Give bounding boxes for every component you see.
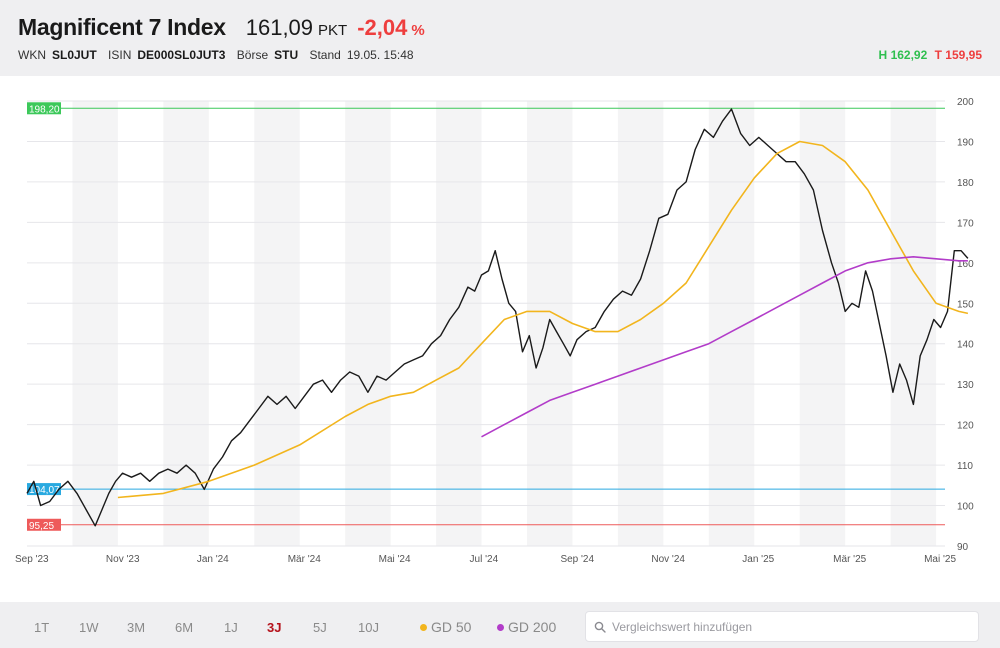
month-band	[345, 101, 391, 546]
wkn-value: SL0JUT	[52, 48, 97, 62]
level-label: 104,07	[29, 485, 60, 496]
high-label: H	[878, 48, 888, 62]
y-tick-label: 190	[957, 137, 974, 148]
range-6m[interactable]: 6M	[175, 620, 194, 635]
level-badge	[27, 518, 61, 531]
range-1t[interactable]: 1T	[34, 620, 50, 635]
isin-label: ISIN	[108, 48, 132, 62]
y-tick-label: 100	[957, 502, 974, 513]
range-5j[interactable]: 5J	[313, 620, 327, 635]
legend-gd200-label: GD 200	[508, 619, 557, 635]
low-label: T	[934, 48, 942, 62]
price-change: -2,04	[357, 15, 408, 40]
gd50-dot-icon	[420, 624, 427, 631]
x-tick-label: Sep '23	[15, 554, 49, 565]
x-tick-label: Nov '23	[106, 554, 140, 565]
page-title: Magnificent 7 Index	[18, 14, 226, 40]
x-tick-label: Jul '24	[470, 554, 499, 565]
isin-value: DE000SL0JUT3	[137, 48, 226, 62]
x-tick-label: Mär '24	[288, 554, 321, 565]
month-band	[527, 101, 573, 546]
legend-gd50-label: GD 50	[431, 619, 472, 635]
wkn-label: WKN	[18, 48, 46, 62]
stand-label: Stand	[309, 48, 341, 62]
instrument-meta: WKN SL0JUT ISIN DE000SL0JUT3 Börse STU Stan…	[18, 48, 420, 62]
range-3m[interactable]: 3M	[127, 620, 146, 635]
search-icon	[594, 621, 606, 633]
y-tick-label: 160	[957, 259, 974, 270]
y-tick-label: 200	[957, 97, 974, 108]
x-tick-label: Sep '24	[560, 554, 594, 565]
range-10j[interactable]: 10J	[358, 620, 379, 635]
month-band	[617, 101, 664, 546]
compare-search-input[interactable]	[612, 618, 962, 636]
month-band	[890, 101, 937, 546]
gd200-line	[481, 256, 968, 438]
gd50-line	[117, 140, 969, 499]
chart-area[interactable]: 90 100 110 120 130 140 150 160 170 180 190 200 Sep '…	[0, 76, 1000, 602]
current-price: 161,09	[245, 15, 314, 40]
y-tick-label: 180	[957, 178, 974, 189]
high-value: 162,92	[890, 48, 928, 62]
range-1w[interactable]: 1W	[79, 620, 99, 635]
x-tick-label: Jan '25	[742, 554, 774, 565]
y-tick-label: 140	[957, 340, 974, 351]
price-change-unit: %	[411, 22, 425, 39]
level-badge	[27, 102, 61, 115]
y-tick-label: 130	[957, 380, 974, 391]
month-band	[799, 101, 846, 546]
month-band	[254, 101, 300, 546]
compare-search[interactable]	[585, 611, 979, 642]
level-label: 198,20	[29, 104, 60, 115]
title-row: Magnificent 7 Index 161,09 PKT -2,04 %	[18, 14, 425, 41]
stand-value: 19.05. 15:48	[346, 48, 414, 62]
y-tick-label: 110	[957, 461, 973, 472]
month-band	[436, 101, 482, 546]
quote-header: Magnificent 7 Index 161,09 PKT -2,04 % W…	[0, 0, 1000, 76]
y-tick-label: 170	[957, 218, 974, 229]
x-tick-label: Jan '24	[197, 554, 229, 565]
y-tick-label: 150	[957, 299, 974, 310]
month-band	[163, 101, 209, 546]
range-3j[interactable]: 3J	[267, 620, 282, 635]
price-unit: PKT	[318, 22, 348, 39]
x-tick-label: Nov '24	[651, 554, 685, 565]
y-tick-label: 120	[957, 421, 974, 432]
price-line	[26, 108, 969, 527]
x-tick-label: Mai '24	[379, 554, 411, 565]
low-value: 159,95	[945, 48, 982, 62]
x-tick-label: Mär '25	[833, 554, 866, 565]
high-low: H 162,92 T 159,95	[879, 48, 982, 62]
x-tick-label: Mai '25	[924, 554, 956, 565]
exchange-value: STU	[274, 48, 299, 62]
month-band	[72, 101, 118, 546]
level-label: 95,25	[29, 521, 54, 532]
legend-gd50[interactable]: GD 50	[420, 619, 471, 635]
range-1j[interactable]: 1J	[224, 620, 238, 635]
price-chart[interactable]: 90 100 110 120 130 140 150 160 170 180 190 200 Sep '…	[0, 76, 1000, 602]
chart-toolbar: 1T 1W 3M 6M 1J 3J 5J 10J GD 50 GD 200	[0, 602, 1000, 648]
y-tick-label: 90	[957, 542, 969, 553]
legend-gd200[interactable]: GD 200	[497, 619, 556, 635]
gd200-dot-icon	[497, 624, 504, 631]
exchange-label: Börse	[236, 48, 269, 62]
